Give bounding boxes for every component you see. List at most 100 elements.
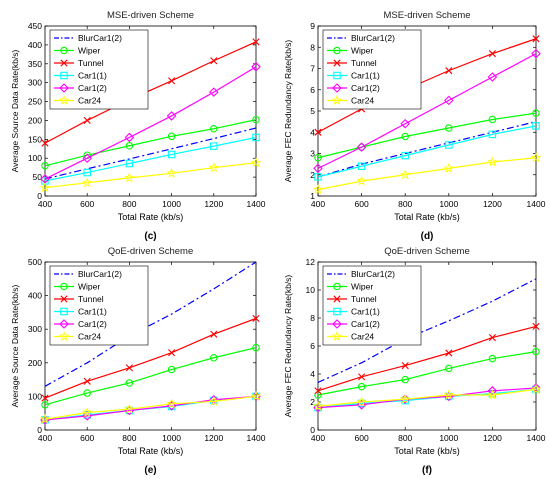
legend-marker bbox=[60, 295, 68, 303]
data-point bbox=[401, 132, 409, 141]
series-line bbox=[317, 53, 537, 169]
legend-label: Wiper bbox=[351, 282, 373, 292]
legend-label: Car1(2) bbox=[78, 319, 107, 329]
x-tick-label: 1400 bbox=[527, 433, 546, 443]
legend-marker bbox=[333, 71, 341, 80]
data-point bbox=[210, 354, 218, 362]
data-point bbox=[167, 365, 176, 374]
legend-label: Tunnel bbox=[78, 58, 104, 68]
chart-title: MSE-driven Scheme bbox=[107, 10, 194, 21]
y-tick-label: 4 bbox=[310, 369, 315, 379]
legend-label: Wiper bbox=[78, 282, 100, 292]
data-point bbox=[312, 400, 324, 411]
data-point bbox=[444, 95, 454, 106]
x-tick-label: 1400 bbox=[247, 199, 266, 209]
series-line bbox=[317, 112, 537, 159]
legend-marker bbox=[60, 71, 68, 80]
legend-marker bbox=[333, 295, 341, 303]
data-point bbox=[41, 394, 49, 402]
legend-marker bbox=[332, 83, 342, 93]
legend-label: BlurCar1(2) bbox=[351, 33, 395, 43]
data-point bbox=[356, 396, 367, 407]
panel-label: (c) bbox=[144, 231, 156, 242]
series-line-group bbox=[314, 347, 540, 399]
y-tick-label: 6 bbox=[310, 341, 315, 351]
data-point bbox=[488, 130, 497, 139]
data-point bbox=[208, 162, 219, 173]
data-point bbox=[82, 411, 92, 421]
y-axis-label: Average Source Data Rate(kb/s) bbox=[10, 284, 20, 407]
y-tick-label: 300 bbox=[28, 78, 42, 88]
x-axis-label: Total Rate (kb/s) bbox=[394, 212, 460, 222]
data-point bbox=[401, 151, 409, 160]
legend-label: Tunnel bbox=[78, 294, 104, 304]
y-tick-label: 150 bbox=[28, 134, 42, 144]
legend-label: BlurCar1(2) bbox=[351, 269, 395, 279]
data-point bbox=[83, 168, 91, 177]
data-point bbox=[252, 343, 260, 352]
y-tick-label: 250 bbox=[28, 97, 42, 107]
legend: BlurCar1(2) Wiper Tunnel Car1(1) Car1(2) Car2… bbox=[322, 265, 422, 346]
data-point bbox=[166, 167, 177, 178]
legend-marker bbox=[60, 46, 68, 55]
chart-panel: QoE-driven Scheme 400 600 800 1000 1200 1400 0 1… bbox=[10, 246, 266, 476]
legend-label: Car24 bbox=[78, 332, 101, 342]
data-point bbox=[210, 125, 218, 133]
series-line-group bbox=[41, 314, 260, 402]
data-point bbox=[445, 67, 453, 75]
legend: BlurCar1(2) Wiper Tunnel Car1(1) Car1(2) Car2… bbox=[49, 265, 149, 346]
y-tick-label: 50 bbox=[33, 172, 43, 182]
y-axis-label: Average FEC Redundancy Rate(kb/s) bbox=[283, 40, 293, 183]
legend: BlurCar1(2) Wiper Tunnel Car1(1) Car1(2) Car2… bbox=[322, 29, 422, 110]
data-point bbox=[41, 139, 49, 147]
data-point bbox=[445, 141, 453, 149]
y-tick-label: 500 bbox=[28, 257, 42, 267]
x-tick-label: 600 bbox=[355, 433, 369, 443]
data-point bbox=[401, 362, 409, 370]
data-point bbox=[487, 156, 498, 167]
chart-title: QoE-driven Scheme bbox=[108, 246, 194, 257]
data-point bbox=[314, 128, 322, 136]
data-point bbox=[124, 132, 135, 143]
series-line-group bbox=[312, 152, 542, 194]
x-axis-label: Total Rate (kb/s) bbox=[394, 446, 460, 456]
y-tick-label: 5 bbox=[310, 106, 315, 116]
data-point bbox=[83, 116, 91, 125]
y-axis-label: Average Source Data Rate(kb/s) bbox=[10, 49, 20, 172]
data-point bbox=[532, 322, 540, 330]
data-point bbox=[356, 400, 367, 410]
legend-label: BlurCar1(2) bbox=[78, 269, 122, 279]
x-tick-label: 1000 bbox=[162, 433, 181, 443]
legend-box bbox=[49, 265, 149, 346]
data-point bbox=[445, 364, 453, 373]
legend-label: Car24 bbox=[351, 96, 374, 106]
y-tick-label: 0 bbox=[310, 425, 315, 435]
series-line bbox=[317, 325, 537, 392]
data-point bbox=[166, 111, 177, 121]
data-point bbox=[39, 182, 51, 193]
data-point bbox=[530, 152, 542, 163]
data-point bbox=[530, 384, 542, 394]
series-line-group bbox=[314, 322, 540, 395]
legend-label: Car1(1) bbox=[351, 307, 380, 317]
y-tick-label: 200 bbox=[28, 358, 42, 368]
data-point bbox=[488, 115, 497, 124]
series-line-group bbox=[41, 133, 260, 185]
data-point bbox=[252, 38, 260, 46]
legend-box bbox=[322, 29, 422, 110]
series-line bbox=[44, 119, 257, 167]
data-point bbox=[83, 389, 91, 397]
x-tick-label: 800 bbox=[398, 199, 412, 209]
data-point bbox=[356, 142, 367, 152]
data-point bbox=[488, 50, 496, 58]
y-tick-label: 10 bbox=[306, 285, 316, 295]
chart-panel: QoE-driven Scheme 400 600 800 1000 1200 1400 0 2… bbox=[283, 246, 546, 476]
series-line bbox=[317, 388, 537, 407]
legend-box bbox=[49, 29, 149, 110]
x-tick-label: 1200 bbox=[204, 433, 223, 443]
data-point bbox=[532, 35, 540, 43]
legend-marker bbox=[333, 59, 341, 67]
data-point bbox=[487, 389, 498, 400]
data-point bbox=[166, 398, 177, 409]
